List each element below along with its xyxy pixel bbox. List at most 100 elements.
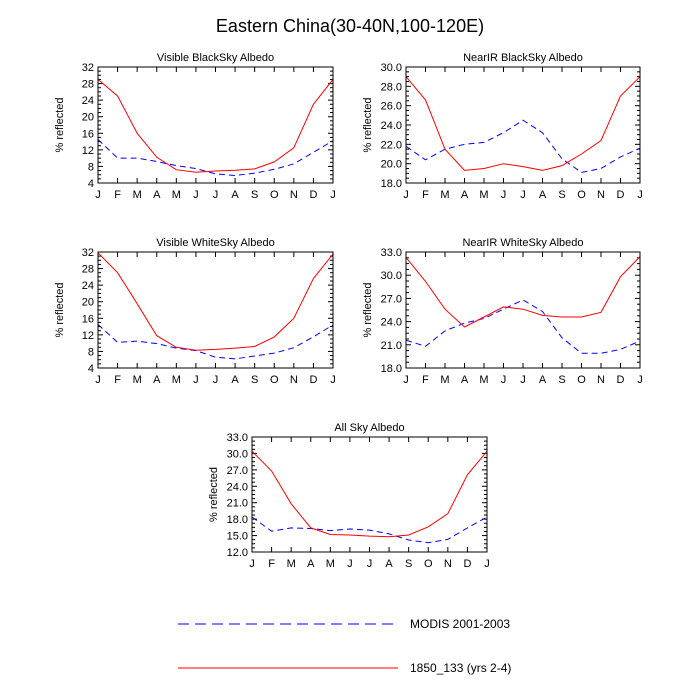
x-tick-label: J xyxy=(213,189,219,201)
y-axis-label: % reflected xyxy=(54,97,66,152)
x-tick-label: M xyxy=(440,189,449,201)
y-tick-label: 30.0 xyxy=(227,448,248,460)
x-tick-label: D xyxy=(309,374,317,386)
y-tick-label: 20.0 xyxy=(381,159,402,171)
x-tick-label: O xyxy=(424,558,433,570)
x-tick-label: A xyxy=(153,374,161,386)
y-tick-label: 28.0 xyxy=(381,81,402,93)
plot-frame xyxy=(405,66,641,184)
series-line-model xyxy=(405,256,641,328)
plot-frame xyxy=(405,251,641,369)
legend-label-model: 1850_133 (yrs 2-4) xyxy=(410,661,511,675)
x-tick-label: F xyxy=(114,374,121,386)
y-tick-label: 12 xyxy=(82,145,94,157)
y-tick-label: 24.0 xyxy=(381,317,402,329)
x-tick-label: J xyxy=(249,558,255,570)
y-axis-label: % reflected xyxy=(362,282,374,337)
x-tick-label: M xyxy=(287,558,296,570)
series-line-modis xyxy=(251,516,488,544)
x-tick-label: S xyxy=(558,374,565,386)
x-tick-label: O xyxy=(270,374,279,386)
y-axis-label: % reflected xyxy=(54,282,66,337)
x-tick-label: S xyxy=(251,374,258,386)
y-tick-label: 4 xyxy=(88,178,94,190)
x-tick-label: J xyxy=(403,374,409,386)
legend-label-modis: MODIS 2001-2003 xyxy=(410,617,510,631)
y-tick-label: 16 xyxy=(82,128,94,140)
x-tick-label: A xyxy=(385,558,393,570)
y-axis-label: % reflected xyxy=(362,97,374,152)
x-tick-label: M xyxy=(172,374,181,386)
series-line-model xyxy=(97,79,334,173)
x-tick-label: A xyxy=(307,558,315,570)
chart-panel-1: Visible BlackSky Albedo % reflected 4 8 12 16… xyxy=(54,52,336,201)
x-tick-label: J xyxy=(367,558,373,570)
plot-frame xyxy=(251,436,488,553)
x-tick-label: A xyxy=(231,374,239,386)
y-tick-label: 12 xyxy=(82,330,94,342)
x-tick-label: J xyxy=(637,189,643,201)
x-tick-label: S xyxy=(405,558,412,570)
series-line-model xyxy=(97,252,334,351)
x-tick-label: O xyxy=(270,189,279,201)
chart-panel-2: NearIR BlackSky Albedo % reflected 18.0 20.… xyxy=(362,52,643,201)
y-tick-label: 15.0 xyxy=(227,531,248,543)
y-tick-label: 27.0 xyxy=(227,465,248,477)
y-tick-label: 18.0 xyxy=(381,363,402,375)
y-tick-label: 20 xyxy=(82,112,94,124)
x-tick-label: J xyxy=(213,374,219,386)
x-tick-label: J xyxy=(520,189,526,201)
panel-title: NearIR WhiteSky Albedo xyxy=(462,237,583,249)
x-tick-label: M xyxy=(133,374,142,386)
panels-group: Visible BlackSky Albedo % reflected 4 8 12 16… xyxy=(54,52,643,570)
series-line-modis xyxy=(97,139,334,177)
x-tick-label: F xyxy=(114,189,121,201)
y-tick-label: 24.0 xyxy=(227,481,248,493)
x-tick-label: A xyxy=(461,189,469,201)
x-tick-label: J xyxy=(95,189,101,201)
x-tick-label: A xyxy=(539,189,547,201)
x-tick-label: N xyxy=(290,189,298,201)
y-tick-label: 16 xyxy=(82,313,94,325)
x-tick-label: S xyxy=(251,189,258,201)
y-tick-label: 32 xyxy=(82,247,94,259)
y-tick-label: 28 xyxy=(82,264,94,276)
y-tick-label: 18.0 xyxy=(381,178,402,190)
panel-title: Visible WhiteSky Albedo xyxy=(156,237,274,249)
chart-panel-3: Visible WhiteSky Albedo % reflected 4 8 12 16… xyxy=(54,237,336,386)
chart-panel-5: All Sky Albedo % reflected 12.0 15.0 18.0 21.… xyxy=(208,422,490,570)
figure-title: Eastern China(30-40N,100-120E) xyxy=(216,16,484,36)
x-tick-label: M xyxy=(479,189,488,201)
x-tick-label: O xyxy=(577,374,586,386)
x-tick-label: A xyxy=(539,374,547,386)
y-tick-label: 30.0 xyxy=(381,62,402,74)
x-tick-label: D xyxy=(309,189,317,201)
y-tick-label: 32 xyxy=(82,62,94,74)
x-tick-label: F xyxy=(422,189,429,201)
x-tick-label: M xyxy=(440,374,449,386)
x-tick-label: F xyxy=(268,558,275,570)
x-tick-label: N xyxy=(444,558,452,570)
y-tick-label: 26.0 xyxy=(381,101,402,113)
y-tick-label: 20 xyxy=(82,297,94,309)
x-tick-label: S xyxy=(558,189,565,201)
x-tick-label: J xyxy=(193,189,199,201)
panel-title: NearIR BlackSky Albedo xyxy=(463,52,583,64)
x-tick-label: M xyxy=(479,374,488,386)
x-tick-label: J xyxy=(330,189,336,201)
series-line-model xyxy=(251,450,488,538)
x-tick-label: D xyxy=(463,558,471,570)
panel-title: Visible BlackSky Albedo xyxy=(157,52,274,64)
x-tick-label: A xyxy=(461,374,469,386)
y-tick-label: 8 xyxy=(88,346,94,358)
series-line-modis xyxy=(405,119,641,173)
x-tick-label: J xyxy=(193,374,199,386)
x-tick-label: D xyxy=(617,189,625,201)
y-tick-label: 24 xyxy=(82,280,94,292)
y-tick-label: 21.0 xyxy=(381,340,402,352)
y-tick-label: 27.0 xyxy=(381,293,402,305)
x-tick-label: J xyxy=(403,189,409,201)
panel-title: All Sky Albedo xyxy=(334,422,404,434)
x-tick-label: J xyxy=(95,374,101,386)
plot-frame xyxy=(97,251,334,369)
